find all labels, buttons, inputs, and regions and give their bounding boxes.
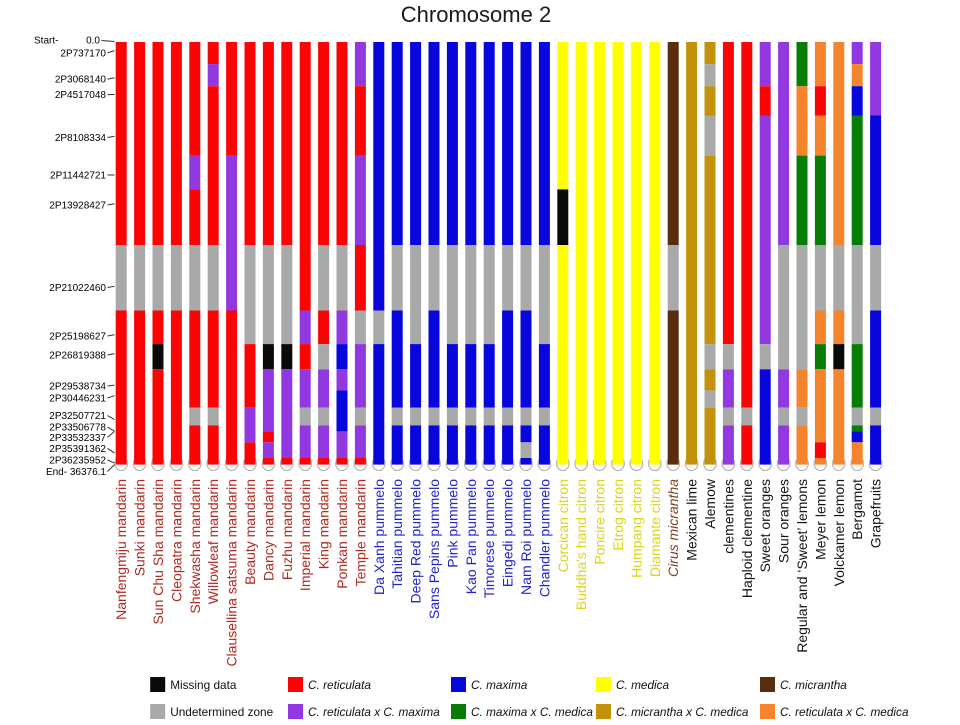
svg-text:Timorese pummelo: Timorese pummelo: [481, 479, 497, 599]
svg-text:Undetermined zone: Undetermined zone: [170, 705, 273, 719]
svg-text:Cleopatra mandarin: Cleopatra mandarin: [168, 479, 184, 602]
svg-text:Missing data: Missing data: [170, 678, 237, 692]
svg-text:2P36235952: 2P36235952: [49, 456, 106, 467]
svg-text:Dancy mandarin: Dancy mandarin: [260, 479, 276, 581]
svg-text:Haploid clementine: Haploid clementine: [739, 479, 755, 598]
svg-text:Diamante citron: Diamante citron: [647, 479, 663, 577]
svg-text:C. micrantha x C. medica: C. micrantha x C. medica: [616, 705, 749, 719]
svg-text:Sun Chu Sha mandarin: Sun Chu Sha mandarin: [150, 479, 166, 625]
svg-text:Sunki mandarin: Sunki mandarin: [132, 479, 148, 576]
svg-text:Tahitian pummelo: Tahitian pummelo: [389, 479, 405, 589]
svg-text:Nanfengmiju mandarin: Nanfengmiju mandarin: [113, 479, 129, 620]
svg-text:Imperial mandarin: Imperial mandarin: [297, 479, 313, 591]
svg-text:2P4517048: 2P4517048: [55, 90, 107, 101]
svg-text:Regular and ‘Sweet’ lemons: Regular and ‘Sweet’ lemons: [794, 479, 810, 653]
svg-text:Willowleaf mandarin: Willowleaf mandarin: [205, 479, 221, 604]
svg-text:2P30446231: 2P30446231: [49, 394, 106, 405]
svg-text:C. reticulata x C. maxima: C. reticulata x C. maxima: [308, 705, 440, 719]
svg-text:2P25198627: 2P25198627: [49, 332, 106, 343]
svg-text:Alemow: Alemow: [702, 478, 718, 529]
svg-text:Chromosome 2: Chromosome 2: [401, 2, 551, 27]
svg-text:C. reticulata x C. medica: C. reticulata x C. medica: [780, 705, 909, 719]
svg-text:End- 36376.1: End- 36376.1: [46, 467, 106, 478]
svg-text:King mandarin: King mandarin: [316, 479, 332, 569]
svg-text:Bergamot: Bergamot: [849, 479, 865, 540]
svg-text:Poncire citron: Poncire citron: [592, 479, 608, 565]
svg-text:Deep Red pummelo: Deep Red pummelo: [408, 479, 424, 604]
svg-text:2P13928427: 2P13928427: [49, 201, 106, 212]
svg-text:2P3068140: 2P3068140: [55, 75, 107, 86]
svg-text:2P21022460: 2P21022460: [49, 283, 106, 294]
svg-text:Chandler pummelo: Chandler pummelo: [536, 479, 552, 597]
svg-text:Nam Roi pummelo: Nam Roi pummelo: [518, 479, 534, 595]
svg-text:C. maxima x C. medica: C. maxima x C. medica: [471, 705, 593, 719]
svg-text:Start-: Start-: [34, 36, 58, 47]
svg-text:2P33532337: 2P33532337: [49, 433, 106, 444]
svg-text:2P35391362: 2P35391362: [49, 444, 106, 455]
svg-text:C. medica: C. medica: [616, 678, 670, 692]
svg-text:Fuzhu mandarin: Fuzhu mandarin: [279, 479, 295, 580]
svg-text:Clausellina satsuma mandarin: Clausellina satsuma mandarin: [224, 479, 240, 667]
svg-text:C. reticulata: C. reticulata: [308, 678, 371, 692]
svg-text:Pink pummelo: Pink pummelo: [444, 479, 460, 568]
svg-text:0.0: 0.0: [86, 36, 100, 47]
svg-text:2P11442721: 2P11442721: [50, 171, 106, 182]
svg-text:Corcican citron: Corcican citron: [555, 479, 571, 572]
svg-text:Humpang citron: Humpang citron: [628, 479, 644, 578]
svg-text:Mexican lime: Mexican lime: [684, 479, 700, 561]
svg-text:Buddha's hand citron: Buddha's hand citron: [573, 479, 589, 610]
svg-text:Beauty mandarin: Beauty mandarin: [242, 479, 258, 585]
svg-text:C. micrantha: C. micrantha: [780, 678, 847, 692]
svg-text:Temple mandarin: Temple mandarin: [352, 479, 368, 586]
svg-text:Eingedi pummelo: Eingedi pummelo: [500, 479, 516, 587]
svg-text:clementines: clementines: [720, 479, 736, 554]
svg-text:2P26819388: 2P26819388: [49, 351, 106, 362]
svg-text:Volckamer lemon: Volckamer lemon: [831, 479, 847, 586]
svg-text:Shekwasha mandarin: Shekwasha mandarin: [187, 479, 203, 614]
svg-text:2P32507721: 2P32507721: [49, 411, 106, 422]
svg-text:Grapefruits: Grapefruits: [868, 479, 884, 548]
svg-text:C. maxima: C. maxima: [471, 678, 528, 692]
svg-text:Ponkan mandarin: Ponkan mandarin: [334, 479, 350, 589]
svg-text:Kao Pan pummelo: Kao Pan pummelo: [463, 479, 479, 594]
svg-text:Sweet oranges: Sweet oranges: [757, 479, 773, 572]
svg-text:2P29538734: 2P29538734: [49, 382, 106, 393]
svg-text:2P737170: 2P737170: [60, 48, 106, 59]
svg-text:Cirus micrantha: Cirus micrantha: [665, 479, 681, 577]
svg-text:Sans Pepins pummelo: Sans Pepins pummelo: [426, 479, 442, 619]
svg-text:Etrog citron: Etrog citron: [610, 479, 626, 551]
svg-text:Da Xanh pummelo: Da Xanh pummelo: [371, 479, 387, 595]
svg-text:Sour oranges: Sour oranges: [776, 479, 792, 563]
svg-text:Meyer lemon: Meyer lemon: [812, 479, 828, 560]
svg-text:2P8108334: 2P8108334: [55, 133, 107, 144]
